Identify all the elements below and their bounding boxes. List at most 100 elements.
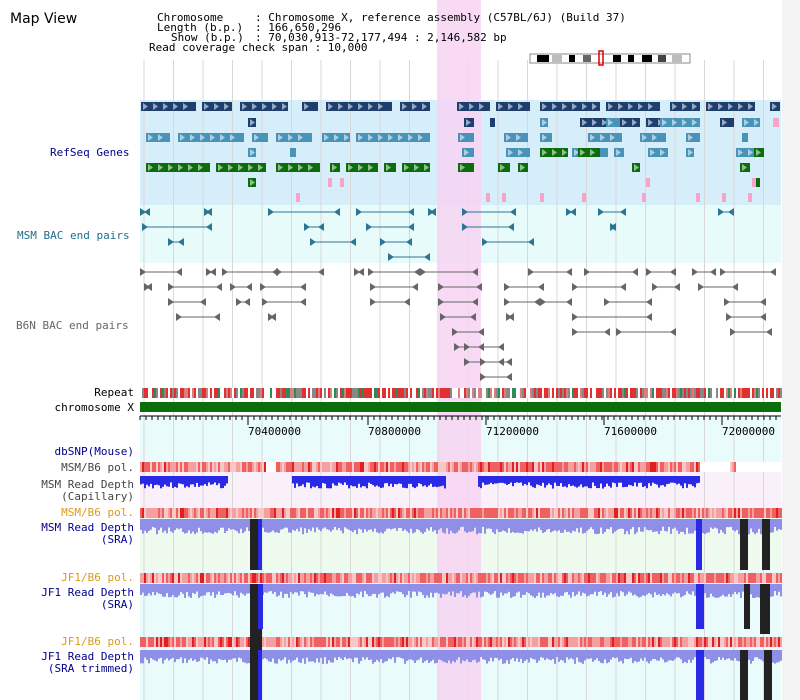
polymorphism-mark	[434, 573, 436, 583]
repeat-element	[384, 388, 386, 398]
repeat-element	[504, 388, 506, 398]
track-label-msm-depth-sra-1[interactable]: MSM Read Depth	[41, 521, 134, 534]
depth-bar	[272, 650, 274, 659]
polymorphism-mark	[314, 573, 316, 583]
depth-bar	[208, 584, 210, 593]
page-title: Map View	[10, 11, 78, 27]
polymorphism-mark	[518, 508, 520, 518]
repeat-element	[532, 388, 534, 398]
polymorphism-mark	[464, 508, 466, 518]
ideogram-band	[672, 55, 682, 62]
gene-arrow	[218, 164, 223, 171]
polymorphism-mark	[272, 462, 274, 472]
depth-bar	[406, 584, 408, 596]
polymorphism-mark	[752, 573, 754, 583]
repeat-element	[196, 388, 198, 398]
gene-block	[742, 118, 760, 127]
polymorphism-mark	[348, 637, 350, 647]
gene-arrow	[163, 103, 168, 110]
polymorphism-mark	[478, 637, 480, 647]
polymorphism-mark	[220, 508, 222, 518]
polymorphism-mark	[462, 573, 464, 583]
depth-bar	[426, 584, 428, 596]
depth-bar	[406, 476, 408, 489]
track-label-jf1-pol[interactable]: JF1/B6 pol.	[61, 571, 134, 584]
depth-bar	[376, 584, 378, 598]
polymorphism-mark	[646, 508, 648, 518]
track-label-msm-pol[interactable]: MSM/B6 pol.	[61, 461, 134, 474]
polymorphism-mark	[452, 462, 454, 472]
repeat-element	[414, 388, 416, 398]
polymorphism-mark	[170, 637, 172, 647]
polymorphism-mark	[526, 462, 528, 472]
b6n-bac-pair-end	[646, 313, 652, 321]
polymorphism-mark	[560, 637, 562, 647]
polymorphism-mark	[728, 462, 730, 472]
polymorphism-mark	[486, 508, 488, 518]
track-label-b6n-bac[interactable]: B6N BAC end pairs	[16, 319, 129, 332]
polymorphism-mark	[458, 462, 460, 472]
depth-bar	[498, 519, 500, 533]
polymorphism-mark	[728, 573, 730, 583]
depth-bar	[682, 519, 684, 532]
polymorphism-mark	[374, 637, 376, 647]
depth-bar	[382, 476, 384, 488]
gene-arrow	[368, 164, 373, 171]
depth-bar	[308, 584, 310, 592]
polymorphism-mark	[778, 462, 780, 472]
track-label-chromosome[interactable]: chromosome X	[54, 401, 134, 414]
polymorphism-mark	[234, 637, 236, 647]
polymorphism-mark	[456, 508, 458, 518]
depth-bar	[432, 476, 434, 487]
depth-bar	[344, 519, 346, 528]
ideogram-band	[658, 55, 666, 62]
track-label-jf1-pol2[interactable]: JF1/B6 pol.	[61, 635, 134, 648]
gene-arrow	[660, 149, 665, 156]
track-label-jf1-depth-trim-1[interactable]: JF1 Read Depth	[41, 650, 134, 663]
polymorphism-mark	[286, 573, 288, 583]
depth-bar	[556, 584, 558, 597]
track-label-jf1-depth-sra-1[interactable]: JF1 Read Depth	[41, 586, 134, 599]
gene-block	[458, 133, 474, 142]
b6n-bac-pair-end	[504, 283, 510, 291]
depth-bar	[416, 519, 418, 530]
depth-bar	[198, 584, 200, 598]
depth-bar	[322, 476, 324, 484]
polymorphism-mark	[578, 573, 580, 583]
track-label-refseq[interactable]: RefSeq Genes	[50, 146, 130, 159]
depth-bar	[434, 476, 436, 487]
depth-bar	[324, 476, 326, 484]
depth-bar	[630, 650, 632, 658]
polymorphism-mark	[518, 462, 520, 472]
polymorphism-mark	[722, 508, 724, 518]
depth-bar	[678, 584, 680, 594]
depth-spike	[762, 519, 770, 570]
polymorphism-mark	[498, 573, 500, 583]
repeat-element	[594, 388, 596, 398]
gene-block	[302, 102, 318, 111]
depth-bar	[698, 476, 700, 483]
track-label-msm-depth-cap-1[interactable]: MSM Read Depth	[41, 478, 134, 491]
msm-bac-pair-end	[388, 253, 394, 261]
track-label-msm-pol2[interactable]: MSM/B6 pol.	[61, 506, 134, 519]
polymorphism-mark	[236, 637, 238, 647]
depth-bar	[194, 519, 196, 535]
depth-bar	[146, 584, 148, 596]
track-label-dbsnp[interactable]: dbSNP(Mouse)	[54, 445, 134, 458]
polymorphism-mark	[248, 508, 250, 518]
gene-arrow	[692, 103, 697, 110]
depth-bar	[652, 519, 654, 533]
repeat-element	[356, 388, 358, 398]
repeat-element	[736, 388, 738, 398]
polymorphism-mark	[282, 573, 284, 583]
track-label-msm-bac[interactable]: MSM BAC end pairs	[17, 229, 130, 242]
depth-bar	[648, 584, 650, 594]
polymorphism-mark	[378, 637, 380, 647]
b6n-bac-pair-end	[674, 283, 680, 291]
depth-bar	[748, 519, 750, 535]
polymorphism-mark	[550, 573, 552, 583]
depth-bar	[224, 476, 226, 486]
depth-bar	[676, 584, 678, 594]
depth-bar	[540, 650, 542, 658]
track-label-repeat[interactable]: Repeat	[94, 386, 134, 399]
